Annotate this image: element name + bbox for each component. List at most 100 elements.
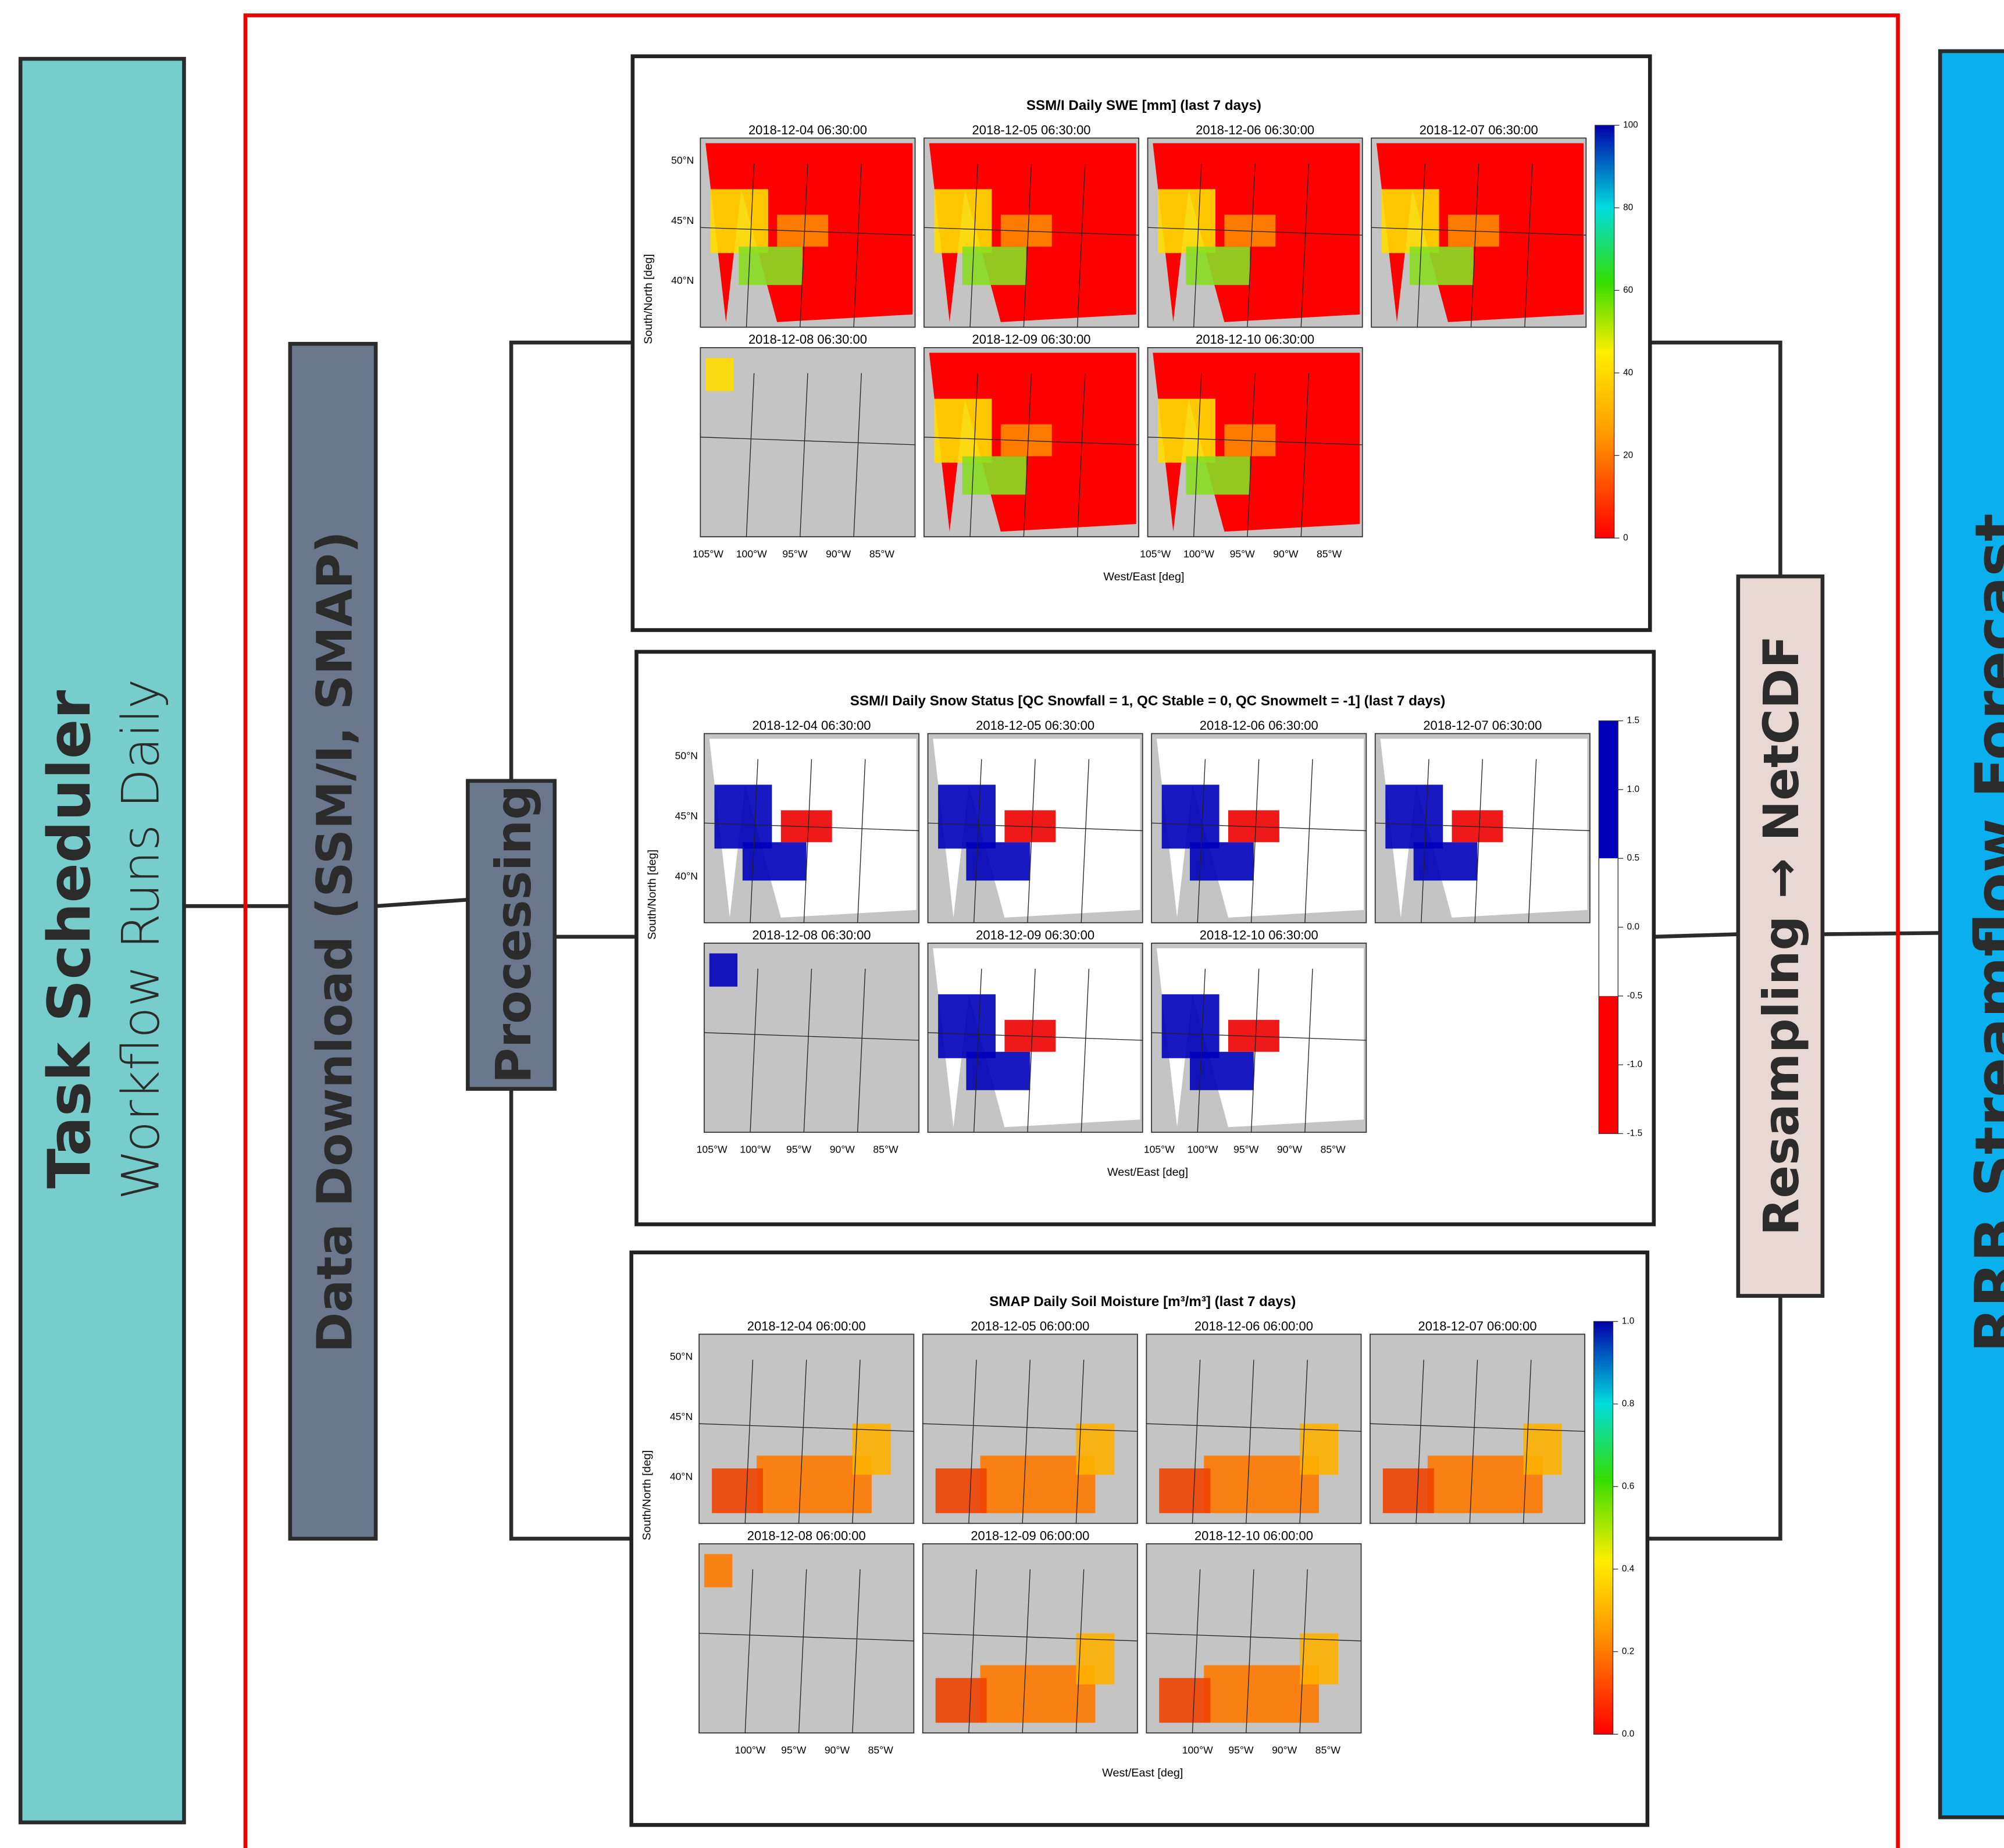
map-date: 2018-12-04 06:30:00: [748, 123, 867, 137]
colorbar-tick-label: 0.2: [1622, 1646, 1634, 1656]
lon-tick-label: 85°W: [868, 1744, 894, 1756]
colorbar-tick-label: 0.0: [1622, 1729, 1634, 1739]
scheduler-subtitle: Workflow Runs Daily: [111, 679, 171, 1200]
colorbar: [1599, 721, 1618, 1134]
colorbar-tick-label: 1.0: [1627, 784, 1639, 794]
map-patch: [1162, 784, 1219, 848]
lon-tick-label: 100°W: [735, 1744, 766, 1756]
map-patch: [1159, 1468, 1210, 1513]
connector: [376, 900, 468, 906]
map-patch: [1385, 784, 1443, 848]
map-patch: [1300, 1424, 1338, 1475]
lon-tick-label: 100°W: [1182, 1744, 1213, 1756]
map-date: 2018-12-05 06:00:00: [971, 1319, 1089, 1333]
colorbar-tick-label: 0.5: [1627, 853, 1639, 863]
colorbar-tick-label: -1.5: [1627, 1128, 1643, 1138]
y-axis-label: South/North [deg]: [642, 254, 655, 344]
diagram: Task Scheduler Workflow Runs Daily Data …: [0, 0, 2004, 1848]
panel-title: SMAP Daily Soil Moisture [m³/m³] (last 7…: [989, 1294, 1296, 1310]
map-panel: SSM/I Daily SWE [mm] (last 7 days)2018-1…: [633, 56, 1650, 630]
map-date: 2018-12-09 06:00:00: [971, 1528, 1089, 1543]
map-patch: [704, 1554, 732, 1587]
colorbar-tick-label: 1.5: [1627, 716, 1639, 726]
colorbar-tick-label: 20: [1623, 450, 1633, 460]
colorbar-tick-label: 0.6: [1622, 1481, 1634, 1491]
lat-tick-label: 40°N: [671, 274, 694, 286]
map-date: 2018-12-10 06:30:00: [1196, 332, 1314, 347]
colorbar-tick-label: 1.0: [1622, 1317, 1634, 1326]
processing-label: Processing: [485, 785, 542, 1083]
lat-tick-label: 50°N: [675, 750, 698, 762]
map-date: 2018-12-04 06:30:00: [753, 718, 871, 733]
lon-tick-label: 100°W: [736, 548, 767, 559]
lon-tick-label: 85°W: [1321, 1143, 1346, 1155]
map-patch: [1159, 1678, 1210, 1723]
lon-tick-label: 90°W: [826, 548, 851, 559]
lon-tick-label: 105°W: [697, 1143, 728, 1155]
map-patch: [853, 1424, 891, 1475]
map-patch: [938, 994, 996, 1058]
map-patch: [935, 399, 992, 463]
map-patch: [1383, 1468, 1434, 1513]
y-axis-label: South/North [deg]: [646, 850, 658, 940]
map-patch: [1076, 1633, 1114, 1685]
resampling-label: Resampling → NetCDF: [1753, 636, 1810, 1236]
lon-tick-label: 105°W: [1140, 548, 1171, 559]
y-axis-label: South/North [deg]: [641, 1450, 654, 1540]
lon-tick-label: 105°W: [1144, 1143, 1175, 1155]
connector: [1650, 343, 1780, 576]
connector: [1654, 934, 1738, 937]
map-patch: [936, 1678, 987, 1723]
colorbar-tick-label: 0.8: [1622, 1399, 1634, 1409]
connector: [1823, 933, 1940, 934]
map-date: 2018-12-05 06:30:00: [972, 123, 1091, 137]
map-date: 2018-12-06 06:30:00: [1200, 718, 1318, 733]
map-patch: [705, 358, 733, 391]
x-axis-label: West/East [deg]: [1103, 570, 1184, 583]
colorbar: [1594, 1321, 1613, 1734]
lat-tick-label: 45°N: [671, 215, 694, 226]
map-patch: [1158, 189, 1215, 253]
map-date: 2018-12-08 06:30:00: [748, 332, 867, 347]
download-label: Data Download (SSM/I, SMAP): [306, 531, 363, 1353]
map-patch: [711, 189, 768, 253]
lon-tick-label: 90°W: [1272, 1744, 1297, 1756]
map-date: 2018-12-06 06:30:00: [1196, 123, 1314, 137]
page: Task Scheduler Workflow Runs Daily Data …: [0, 0, 2004, 1848]
colorbar-tick-label: 0.0: [1627, 922, 1639, 932]
lat-tick-label: 50°N: [671, 155, 694, 166]
lon-tick-label: 100°W: [1183, 548, 1214, 559]
colorbar-tick-label: 0.4: [1622, 1564, 1635, 1574]
lat-tick-label: 40°N: [670, 1471, 693, 1482]
colorbar-tick-label: 100: [1623, 120, 1638, 130]
map-patch: [1076, 1424, 1114, 1475]
lon-tick-label: 85°W: [873, 1143, 898, 1155]
map-date: 2018-12-08 06:30:00: [753, 927, 871, 942]
connector: [1648, 1296, 1781, 1539]
map-date: 2018-12-07 06:30:00: [1423, 718, 1542, 733]
colorbar-tick-label: 60: [1623, 285, 1633, 295]
map-patch: [935, 189, 992, 253]
lon-tick-label: 90°W: [825, 1744, 850, 1756]
colorbar-tick-label: 80: [1623, 202, 1633, 212]
map-patch: [936, 1468, 987, 1513]
map-patch: [1300, 1633, 1338, 1685]
lon-tick-label: 95°W: [1228, 1744, 1254, 1756]
lon-tick-label: 100°W: [1188, 1143, 1218, 1155]
map-patch: [709, 954, 737, 987]
lon-tick-label: 95°W: [781, 1744, 807, 1756]
map-patch: [712, 1468, 763, 1513]
map-date: 2018-12-10 06:00:00: [1194, 1528, 1313, 1543]
lon-tick-label: 95°W: [1230, 548, 1256, 559]
lon-tick-label: 90°W: [1273, 548, 1299, 559]
map-date: 2018-12-05 06:30:00: [976, 718, 1094, 733]
map-patch: [938, 784, 996, 848]
lon-tick-label: 90°W: [1277, 1143, 1303, 1155]
map-date: 2018-12-09 06:30:00: [972, 332, 1091, 347]
lon-tick-label: 85°W: [869, 548, 895, 559]
colorbar-tick-label: -0.5: [1627, 991, 1643, 1001]
map-date: 2018-12-07 06:30:00: [1420, 123, 1538, 137]
lon-tick-label: 95°W: [786, 1143, 812, 1155]
panels: SSM/I Daily SWE [mm] (last 7 days)2018-1…: [632, 56, 1654, 1825]
map-date: 2018-12-04 06:00:00: [747, 1319, 866, 1333]
